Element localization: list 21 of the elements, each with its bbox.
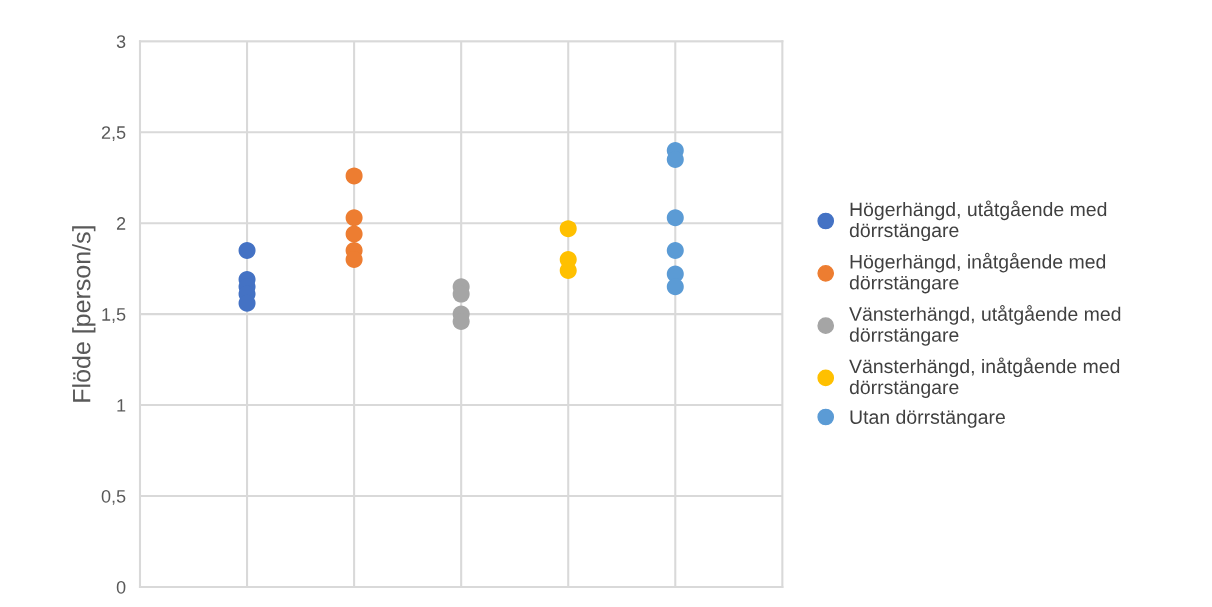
y-tick-label: 1,5 [102,308,126,323]
point [666,278,684,296]
y-tick-label: 2 [116,217,126,230]
legend-label: Högerhängd, inåtgående med dörrstängare [849,252,1106,294]
point [345,167,363,185]
point [559,220,577,238]
legend-label: Vänsterhängd, inåtgående med dörrstängare [849,357,1120,399]
legend-label: Utan dörrstängare [850,409,1005,428]
legend-label: Vänsterhängd, utåtgående med dörrstängare [849,305,1121,346]
point [345,209,363,227]
point [666,209,684,227]
y-tick-label: 1 [117,399,126,412]
point [238,241,256,259]
y-tick-label: 0,5 [101,489,126,505]
legend-label: Högerhängd, utåtgående med dörrstängare [849,200,1107,242]
y-axis-title: Flöde [person/s] [72,226,96,402]
y-tick-label: 2,5 [101,126,126,142]
point [666,241,684,259]
y-tick-label: 3 [116,35,126,48]
y-tick-label: 0 [116,580,126,594]
point [345,225,363,243]
